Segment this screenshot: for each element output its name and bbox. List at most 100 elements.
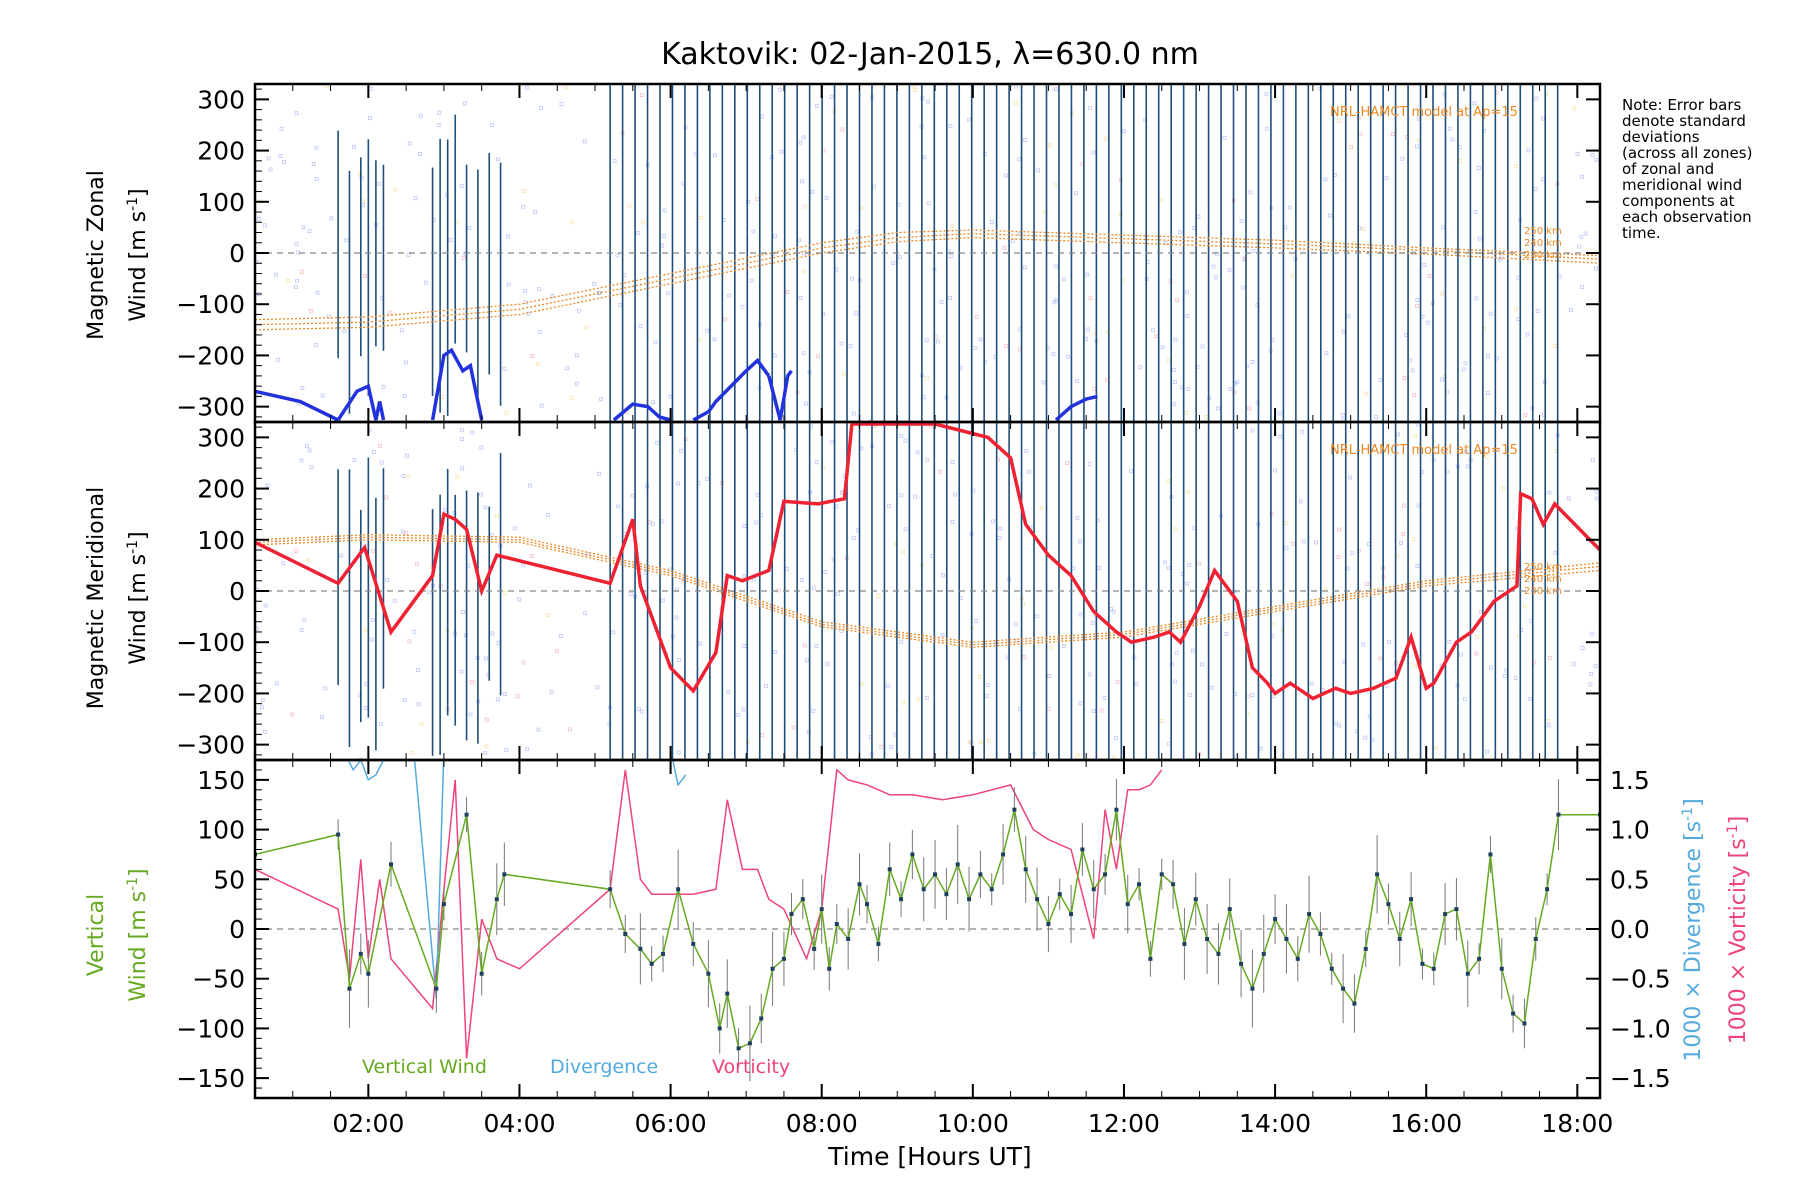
vertical-wind-panel: 1.5 1.0 0.5 0.0 −0.5 −1.0 −1.5 150 100 50 0 −50 −100…	[176, 758, 1671, 1100]
vertical-wind-point	[441, 902, 446, 907]
scatter-marker	[653, 340, 658, 345]
scatter-marker	[1246, 694, 1250, 699]
vertical-wind-point	[1103, 872, 1108, 877]
scatter-marker	[1489, 665, 1493, 670]
scatter-marker	[899, 433, 904, 438]
scatter-marker	[854, 311, 859, 316]
scatter-marker	[368, 86, 373, 91]
scatter-marker	[925, 457, 930, 462]
scatter-marker	[939, 300, 944, 304]
scatter-marker	[315, 290, 320, 295]
scatter-marker	[470, 680, 474, 685]
model-altitude-label: 250 km	[1524, 226, 1562, 237]
scatter-marker	[537, 287, 542, 292]
x-tick-label: 14:00	[1239, 1109, 1311, 1138]
scatter-marker	[1545, 719, 1550, 723]
vertical-ylabel: Vertical Wind [m s-1]	[84, 868, 151, 1001]
scatter-marker	[504, 747, 509, 752]
scatter-marker	[742, 644, 747, 648]
scatter-marker	[496, 157, 500, 162]
vertical-wind-point	[1023, 867, 1028, 872]
scatter-marker	[1078, 612, 1083, 617]
scatter-marker	[1002, 246, 1007, 250]
scatter-marker	[903, 438, 908, 443]
scatter-marker	[1485, 749, 1490, 754]
scatter-marker	[563, 85, 568, 90]
scatter-marker	[274, 681, 279, 686]
scatter-marker	[1061, 277, 1066, 282]
y2-tick-label: 1.5	[1610, 766, 1650, 795]
scatter-marker	[344, 238, 349, 243]
scatter-marker	[565, 366, 570, 371]
scatter-marker	[926, 201, 931, 206]
scatter-marker	[555, 648, 560, 653]
scatter-marker	[660, 243, 664, 248]
scatter-marker	[740, 304, 745, 309]
y-tick-label: 300	[197, 423, 245, 452]
scatter-marker	[1013, 101, 1018, 106]
note-line: each observation	[1622, 208, 1752, 226]
scatter-marker	[305, 444, 309, 449]
scatter-marker	[314, 145, 319, 150]
scatter-marker	[266, 156, 271, 161]
scatter-marker	[778, 87, 782, 92]
scatter-marker	[823, 570, 828, 574]
vertical-wind-point	[502, 872, 507, 877]
scatter-marker	[274, 272, 278, 277]
vertical-wind-point	[759, 1016, 764, 1021]
scatter-marker	[760, 114, 764, 119]
scatter-marker	[300, 385, 305, 390]
scatter-marker	[320, 393, 325, 398]
scatter-marker	[1251, 249, 1256, 253]
scatter-marker	[1179, 385, 1184, 390]
scatter-marker	[301, 225, 306, 230]
scatter-marker	[1174, 651, 1179, 655]
scatter-marker	[922, 155, 927, 160]
scatter-marker	[427, 590, 431, 595]
scatter-marker	[997, 536, 1002, 540]
scatter-marker	[1323, 177, 1328, 182]
scatter-marker	[569, 395, 574, 400]
meridional-ylabel: Magnetic Meridional Wind [m s-1]	[84, 487, 151, 709]
scatter-marker	[399, 328, 404, 333]
vertical-wind-point	[944, 892, 949, 897]
scatter-marker	[741, 707, 746, 712]
scatter-marker	[537, 330, 542, 334]
scatter-marker	[860, 681, 865, 686]
scatter-marker	[384, 495, 389, 500]
scatter-marker	[1204, 415, 1209, 419]
scatter-marker	[872, 184, 877, 189]
scatter-marker	[1134, 682, 1139, 687]
vertical-wind-point	[1375, 872, 1380, 877]
scatter-marker	[1047, 674, 1052, 678]
scatter-marker	[1314, 540, 1318, 545]
scatter-marker	[1187, 563, 1192, 567]
scatter-marker	[494, 514, 499, 519]
scatter-marker	[490, 631, 495, 636]
vertical-wind-point	[1227, 907, 1232, 912]
scatter-marker	[1401, 503, 1406, 508]
scatter-marker	[1166, 358, 1171, 363]
scatter-marker	[674, 615, 679, 620]
scatter-marker	[294, 111, 299, 116]
scatter-marker	[1413, 664, 1417, 669]
vertical-wind-point	[876, 941, 881, 946]
scatter-marker	[1425, 320, 1430, 325]
scatter-marker	[1420, 314, 1425, 319]
scatter-marker	[379, 460, 384, 465]
x-tick-label: 06:00	[635, 1109, 707, 1138]
scatter-marker	[1078, 701, 1083, 706]
scatter-marker	[1111, 609, 1116, 614]
scatter-marker	[1015, 638, 1020, 643]
scatter-marker	[459, 428, 464, 433]
scatter-marker	[1580, 285, 1585, 289]
y-tick-label: −200	[176, 679, 245, 708]
scatter-marker	[1112, 755, 1117, 760]
scatter-marker	[416, 668, 420, 672]
scatter-marker	[523, 299, 528, 304]
scatter-marker	[1097, 566, 1102, 570]
scatter-marker	[1341, 329, 1346, 334]
scatter-marker	[973, 346, 978, 350]
scatter-marker	[461, 610, 465, 614]
vertical-wind-point	[1171, 882, 1176, 887]
